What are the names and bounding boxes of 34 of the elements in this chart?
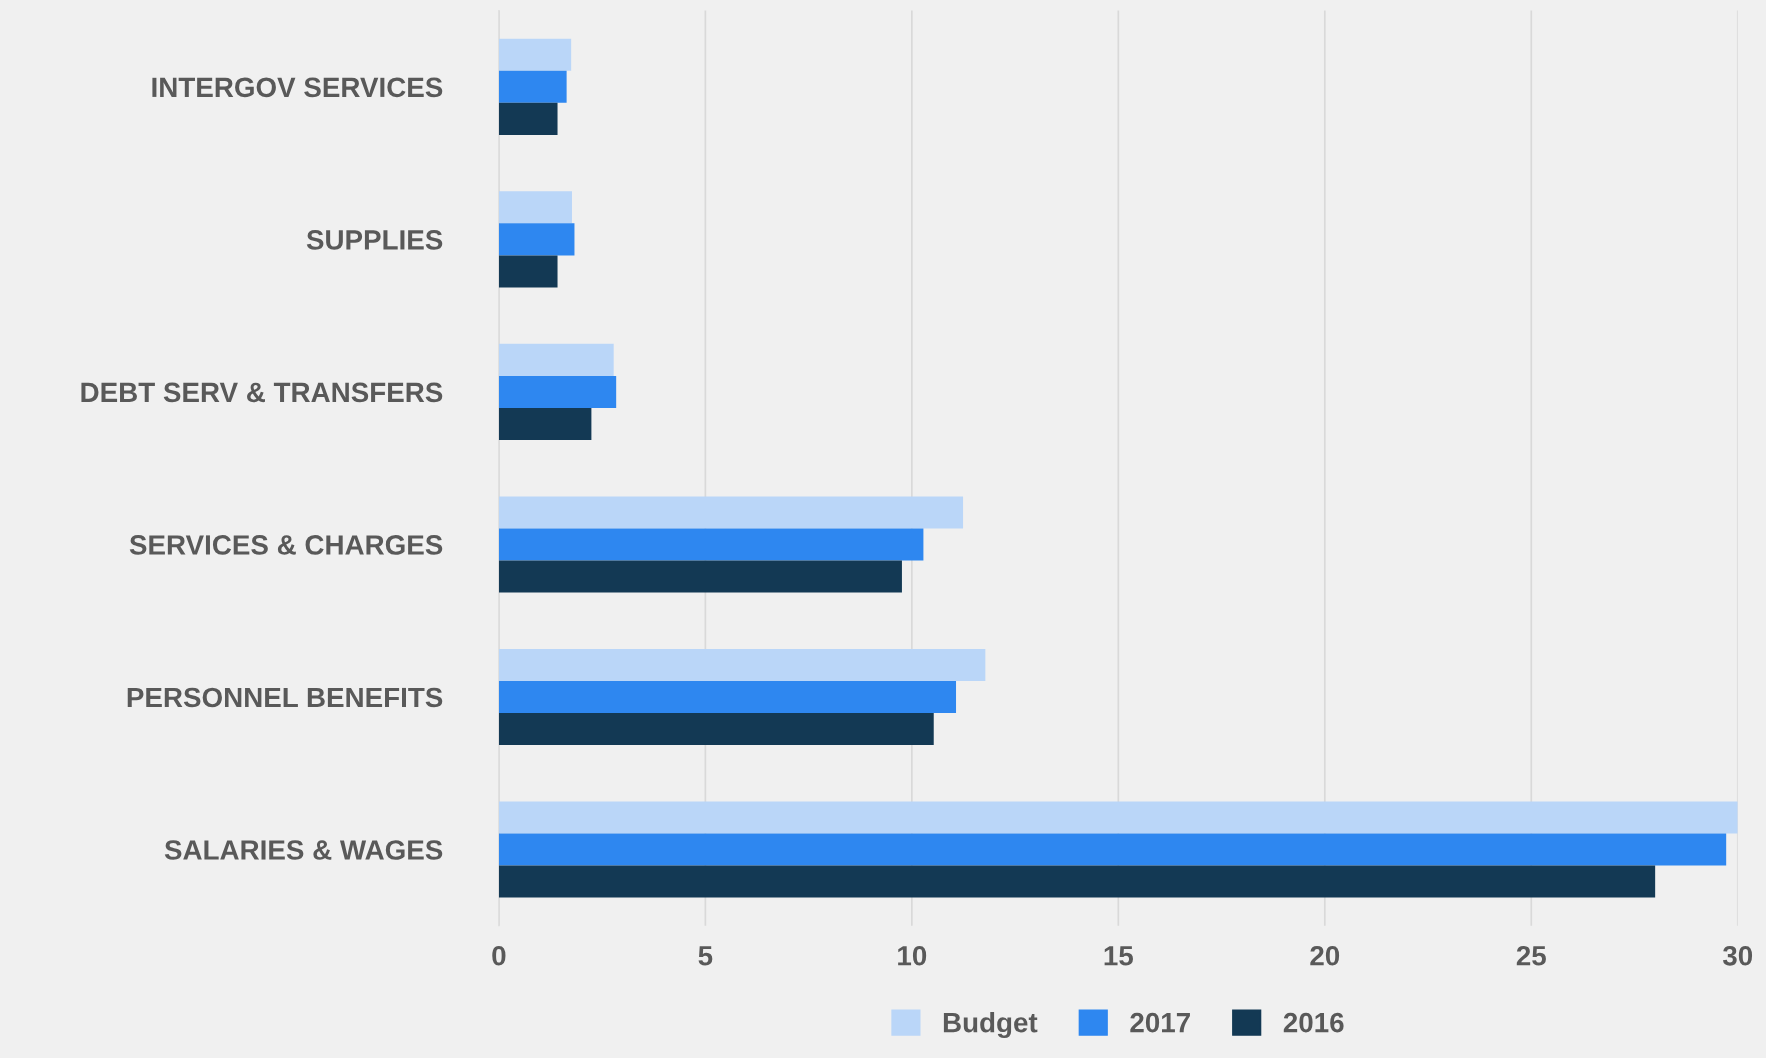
bar — [498, 255, 558, 288]
bar — [498, 528, 924, 561]
x-tick-label: 5 — [698, 946, 713, 966]
y-tick-label: DEBT SERV & TRANSFERS — [81, 382, 443, 403]
bar — [498, 70, 567, 103]
bar — [498, 801, 1738, 834]
y-tick-label: SUPPLIES — [306, 230, 443, 250]
x-tick-label: 15 — [1104, 946, 1133, 966]
y-tick-label: SALARIES & WAGES — [164, 840, 443, 860]
legend-label: Budget — [943, 1012, 1038, 1039]
bar — [498, 865, 1656, 898]
bar — [498, 191, 572, 224]
bar — [498, 680, 957, 713]
legend-label: 2016 — [1283, 1012, 1344, 1033]
bar — [498, 343, 614, 376]
y-tick-label: SERVICES & CHARGES — [129, 535, 443, 555]
x-tick-label: 30 — [1722, 945, 1753, 966]
x-tick-label: 20 — [1310, 945, 1340, 966]
x-tick-label: 10 — [898, 945, 927, 966]
bar — [498, 648, 986, 681]
bar — [498, 375, 617, 408]
y-tick-label: PERSONNEL BENEFITS — [127, 687, 443, 708]
x-tick-label: 25 — [1516, 945, 1546, 966]
y-tick-label: INTERGOV SERVICES — [152, 77, 443, 98]
legend-label: 2017 — [1130, 1012, 1190, 1033]
bar — [498, 102, 558, 135]
bar — [498, 712, 934, 745]
bar — [498, 833, 1727, 866]
bar — [498, 560, 902, 593]
bar — [498, 496, 964, 529]
bar — [498, 38, 572, 71]
bar — [498, 407, 592, 440]
x-tick-label: 0 — [492, 945, 506, 966]
bar — [498, 223, 575, 256]
